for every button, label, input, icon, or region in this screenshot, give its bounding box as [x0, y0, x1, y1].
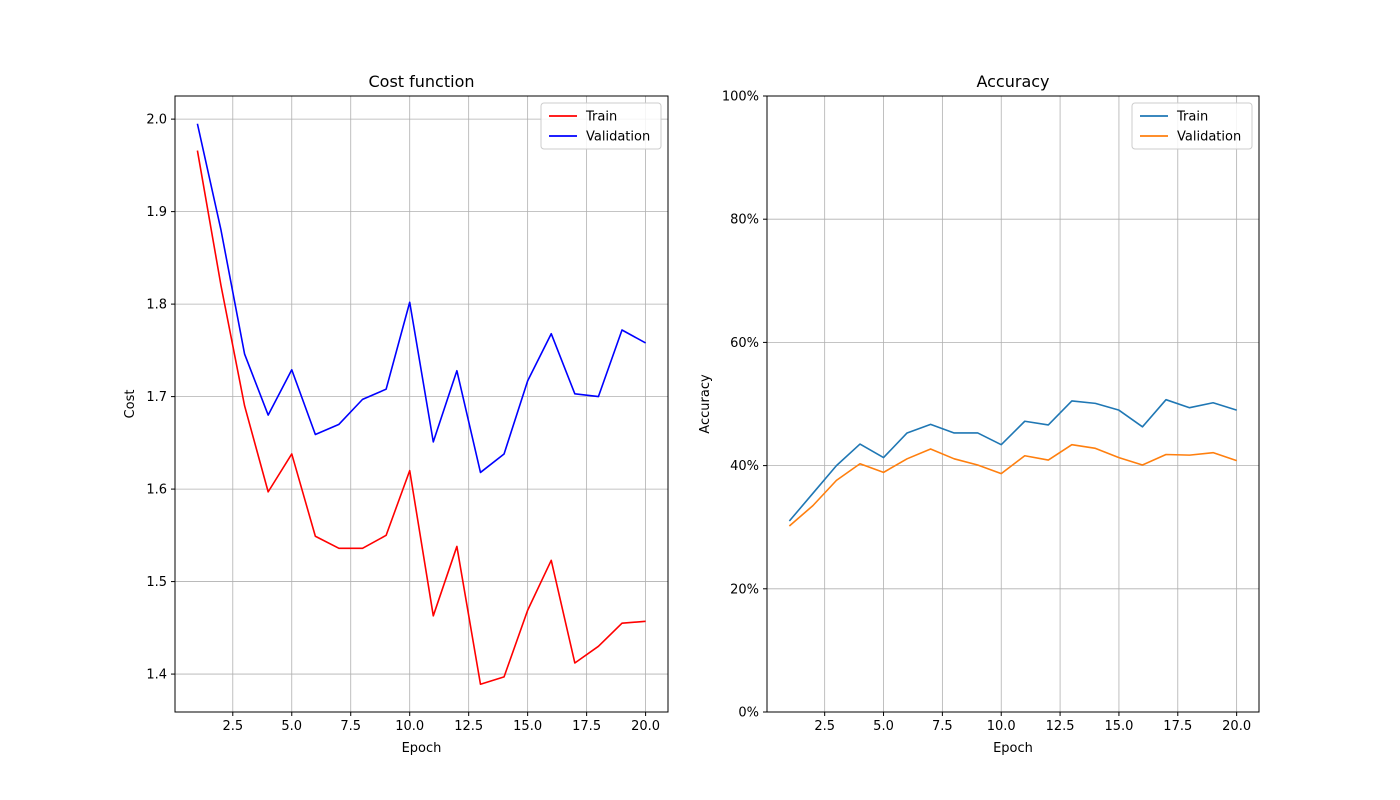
chart-title: Accuracy [976, 72, 1049, 91]
x-tick-label: 12.5 [454, 719, 483, 734]
legend-label-train: Train [1176, 110, 1208, 125]
y-tick-label: 60% [730, 336, 759, 351]
series-line-validation [196, 123, 646, 474]
y-tick-label: 40% [730, 459, 759, 474]
legend-label-validation: Validation [586, 130, 650, 145]
x-tick-label: 10.0 [987, 719, 1016, 734]
x-tick-label: 5.0 [873, 719, 894, 734]
x-tick-label: 15.0 [1104, 719, 1133, 734]
series-line-validation [788, 443, 1237, 527]
legend-label-train: Train [585, 110, 617, 125]
y-axis-label: Accuracy [698, 374, 713, 434]
plot-frame [766, 95, 1260, 713]
y-tick-label: 0% [738, 706, 759, 721]
x-axis-label: Epoch [993, 741, 1033, 756]
x-tick-label: 15.0 [513, 719, 542, 734]
legend-box [540, 102, 662, 150]
y-tick-label: 1.8 [146, 298, 167, 313]
legend-label-validation: Validation [1177, 130, 1241, 145]
plot-frame [174, 95, 669, 713]
legend-box [1131, 102, 1253, 150]
legend: Train Validation [1131, 102, 1253, 150]
x-tick-label: 2.5 [222, 719, 243, 734]
x-tick-label: 20.0 [1222, 719, 1251, 734]
x-axis-label: Epoch [402, 741, 442, 756]
y-tick-label: 2.0 [146, 113, 167, 128]
x-tick-label: 17.5 [1163, 719, 1192, 734]
x-tick-label: 20.0 [631, 719, 660, 734]
chart-title: Cost function [368, 72, 474, 91]
x-tick-label: 5.0 [281, 719, 302, 734]
y-axis-label: Cost [123, 390, 138, 419]
y-tick-label: 1.7 [146, 390, 167, 405]
series-line-train [196, 150, 646, 686]
y-tick-label: 1.9 [146, 205, 167, 220]
chart-2: 2.5 5.0 7.5 10.0 12.5 15.0 17.5 20.0 0% 20% 40% 60%… [698, 72, 1260, 756]
y-tick-label: 100% [722, 90, 759, 105]
x-tick-label: 12.5 [1046, 719, 1075, 734]
x-tick-label: 17.5 [572, 719, 601, 734]
series-line-train [788, 398, 1237, 522]
x-tick-label: 7.5 [932, 719, 953, 734]
y-tick-label: 80% [730, 213, 759, 228]
y-tick-label: 1.4 [146, 668, 167, 683]
y-tick-label: 20% [730, 582, 759, 597]
y-tick-label: 1.5 [146, 575, 167, 590]
y-tick-label: 1.6 [146, 483, 167, 498]
x-tick-label: 2.5 [814, 719, 835, 734]
x-tick-label: 10.0 [395, 719, 424, 734]
legend: Train Validation [540, 102, 662, 150]
x-tick-label: 7.5 [340, 719, 361, 734]
chart-1: 2.5 5.0 7.5 10.0 12.5 15.0 17.5 20.0 1.4 1.5 1.6 1.… [123, 72, 669, 756]
